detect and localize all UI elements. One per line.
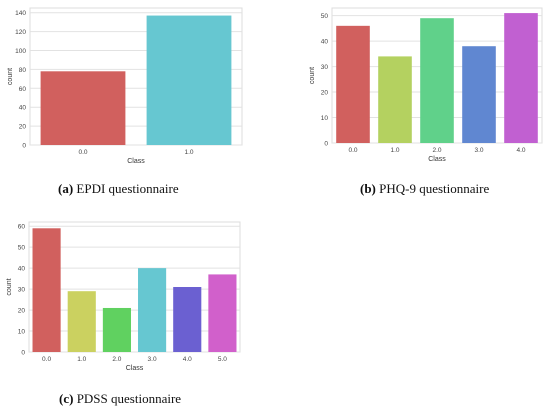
y-axis-label: count <box>7 68 14 85</box>
bar-2-0 <box>420 18 454 144</box>
caption-phq9-label: (b) <box>360 181 376 196</box>
y-tick-label: 50 <box>321 13 329 20</box>
bar-1-0 <box>67 291 96 352</box>
bar-4-0 <box>173 287 202 352</box>
x-tick-label: 0.0 <box>78 149 87 156</box>
x-tick-label: 4.0 <box>516 147 525 154</box>
bar-0-0 <box>32 228 61 352</box>
x-tick-label: 0.0 <box>42 356 51 363</box>
y-axis-label: count <box>6 278 13 295</box>
x-tick-label: 3.0 <box>148 356 157 363</box>
caption-phq9: (b) PHQ-9 questionnaire <box>360 181 489 197</box>
y-tick-label: 100 <box>15 48 26 55</box>
x-tick-label: 5.0 <box>218 356 227 363</box>
y-tick-label: 40 <box>19 105 27 112</box>
y-tick-label: 80 <box>19 67 27 74</box>
y-tick-label: 20 <box>321 90 329 97</box>
y-tick-label: 20 <box>19 124 27 131</box>
caption-epdi-label: (a) <box>58 181 74 196</box>
y-tick-label: 40 <box>18 266 26 273</box>
x-tick-label: 4.0 <box>183 356 192 363</box>
chart-pdss: 0 10 20 30 40 50 60 0.0 1.0 2.0 3.0 4.0 5.0 Class coun… <box>0 210 250 380</box>
caption-epdi: (a) EPDI questionnaire <box>58 181 179 197</box>
y-tick-label: 140 <box>15 10 26 17</box>
y-tick-label: 60 <box>19 86 27 93</box>
x-tick-label: 3.0 <box>474 147 483 154</box>
chart-phq9-svg: 0 10 20 30 40 50 0.0 1.0 2.0 3.0 4.0 Class count <box>309 7 543 163</box>
bar-5-0 <box>208 274 237 352</box>
y-tick-label: 40 <box>321 39 329 46</box>
chart-phq9: 0 10 20 30 40 50 0.0 1.0 2.0 3.0 4.0 Class count <box>302 0 550 170</box>
y-tick-label: 120 <box>15 29 26 36</box>
y-tick-label: 0 <box>22 143 26 150</box>
y-tick-label: 0 <box>324 141 328 148</box>
caption-pdss-text: PDSS questionnaire <box>76 391 182 406</box>
caption-pdss: (c) PDSS questionnaire <box>59 391 181 407</box>
chart-epdi-svg: 0 20 40 60 80 100 120 140 0.0 1.0 Class count <box>7 7 243 165</box>
y-axis-label: count <box>309 67 316 84</box>
y-tick-label: 20 <box>18 308 26 315</box>
y-tick-label: 60 <box>18 224 26 231</box>
y-tick-label: 10 <box>18 329 26 336</box>
caption-pdss-label: (c) <box>59 391 74 406</box>
x-tick-label: 0.0 <box>348 147 357 154</box>
bar-1-0 <box>146 15 232 145</box>
x-tick-label: 1.0 <box>390 147 399 154</box>
plot-area <box>28 221 241 353</box>
x-axis-label: Class <box>428 156 446 163</box>
bar-0-0 <box>336 25 370 144</box>
y-tick-label: 30 <box>18 287 26 294</box>
bar-3-0 <box>462 46 496 143</box>
caption-phq9-text: PHQ-9 questionnaire <box>379 181 490 196</box>
chart-pdss-svg: 0 10 20 30 40 50 60 0.0 1.0 2.0 3.0 4.0 5.0 Class coun… <box>6 221 241 372</box>
bar-3-0 <box>138 268 167 352</box>
x-axis-label: Class <box>127 158 145 165</box>
bar-1-0 <box>378 56 412 143</box>
x-tick-label: 1.0 <box>184 149 193 156</box>
caption-epdi-text: EPDI questionnaire <box>76 181 179 196</box>
y-tick-label: 30 <box>321 64 329 71</box>
y-tick-label: 0 <box>21 350 25 357</box>
y-tick-label: 50 <box>18 245 26 252</box>
y-tick-label: 10 <box>321 115 329 122</box>
x-axis-label: Class <box>126 365 144 372</box>
bar-4-0 <box>504 13 538 143</box>
x-tick-label: 2.0 <box>432 147 441 154</box>
bar-0-0 <box>40 71 126 145</box>
x-tick-label: 2.0 <box>112 356 121 363</box>
chart-epdi: 0 20 40 60 80 100 120 140 0.0 1.0 Class count <box>0 0 250 170</box>
bar-2-0 <box>102 307 131 352</box>
x-tick-label: 1.0 <box>77 356 86 363</box>
